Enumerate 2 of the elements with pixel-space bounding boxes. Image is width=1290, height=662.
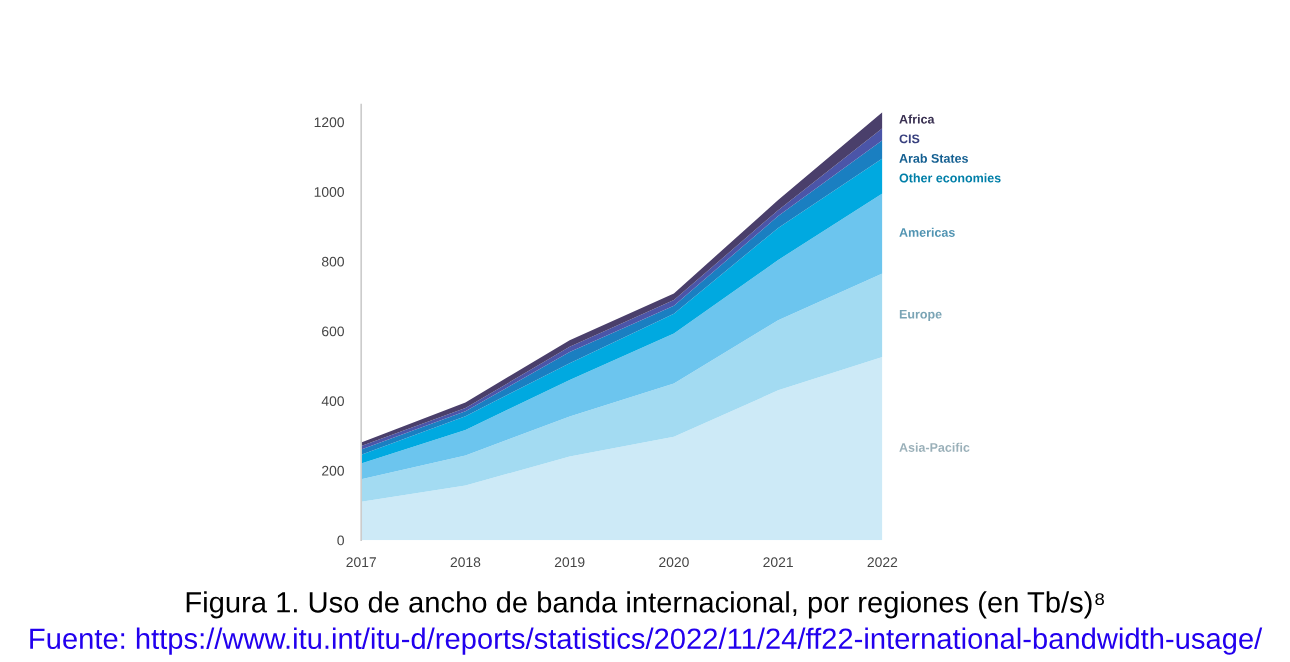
source-note: Fuente: https://www.itu.int/itu-d/reports/statistics/2022/11/24/ff22-international-bandwidth-usage/ (30, 627, 1263, 655)
text: Figura 1. Uso de ancho de banda internacional, por regiones (en Tb/s)⁸ (186, 591, 1104, 619)
